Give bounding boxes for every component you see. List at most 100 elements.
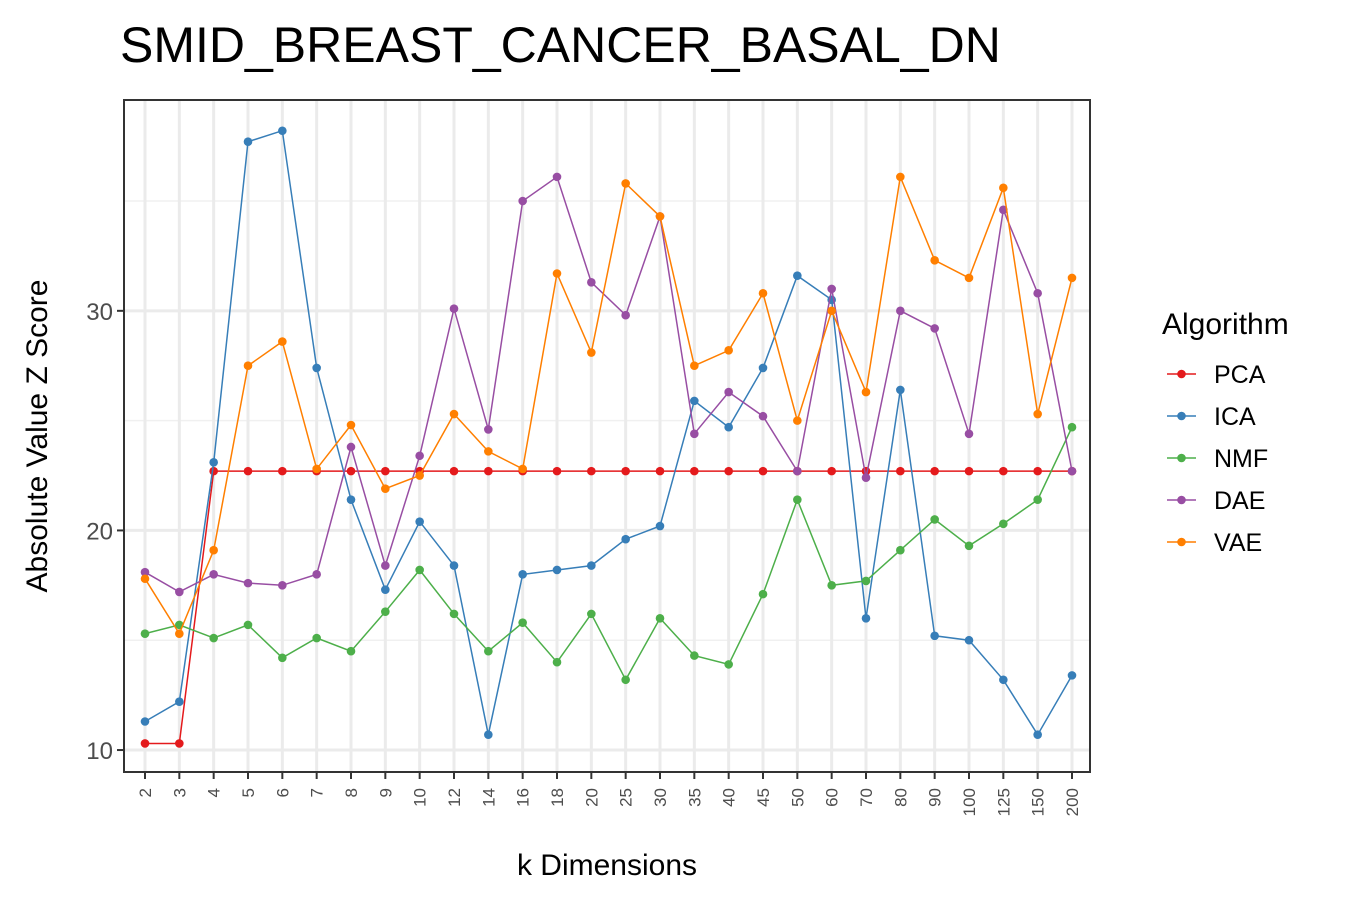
data-point-dae [449, 304, 459, 313]
data-point-ica [1033, 730, 1042, 739]
data-point-dae [175, 587, 184, 597]
data-point-dae [793, 466, 802, 476]
legend-label: VAE [1214, 529, 1262, 557]
data-point-ica [621, 534, 630, 544]
y-tick-label: 20 [86, 518, 113, 545]
series-dae [140, 172, 1077, 597]
data-point-dae [140, 567, 150, 577]
x-tick-label: 9 [376, 788, 395, 797]
x-tick-label: 90 [926, 788, 945, 807]
data-point-ica [140, 717, 150, 726]
data-point-nmf [484, 646, 493, 656]
data-point-pca [449, 466, 459, 476]
series-layer [140, 126, 1077, 748]
data-point-pca [209, 466, 218, 476]
y-tick-label: 10 [86, 738, 113, 765]
data-point-pca [243, 466, 253, 476]
data-point-pca [140, 739, 150, 748]
data-point-ica [175, 697, 184, 707]
data-point-pca [381, 466, 390, 476]
legend-item-nmf: NMF [1167, 445, 1268, 473]
data-point-ica [964, 635, 974, 645]
data-point-pca [964, 466, 974, 476]
data-point-vae [243, 361, 253, 371]
legend-label: ICA [1214, 403, 1256, 431]
data-point-ica [415, 517, 424, 526]
x-tick-label: 35 [685, 788, 704, 807]
data-point-ica [758, 363, 768, 373]
data-point-nmf [449, 609, 459, 619]
data-point-dae [1067, 466, 1077, 476]
data-point-ica [793, 271, 802, 280]
data-point-vae [587, 348, 596, 357]
x-tick-label: 125 [994, 788, 1013, 816]
data-point-vae [484, 447, 493, 456]
data-point-ica [655, 521, 665, 531]
data-point-nmf [381, 607, 390, 616]
x-tick-label: 10 [411, 788, 430, 807]
legend: Algorithm PCA ICA NMF DAE VAE [1162, 308, 1289, 557]
x-axis-title: k Dimensions [517, 849, 697, 882]
data-point-vae [793, 416, 802, 425]
data-point-nmf [1033, 495, 1042, 504]
data-point-nmf [793, 495, 802, 504]
data-point-ica [861, 613, 871, 623]
data-point-nmf [758, 589, 768, 599]
data-point-vae [140, 574, 150, 584]
legend-key-point [1177, 537, 1186, 547]
legend-key-point [1177, 411, 1186, 421]
data-point-pca [278, 466, 287, 476]
data-point-ica [312, 363, 321, 373]
legend-item-pca: PCA [1167, 361, 1266, 389]
data-point-nmf [140, 629, 150, 638]
data-point-ica [381, 585, 390, 595]
data-point-ica [243, 137, 253, 147]
data-point-dae [758, 411, 768, 421]
data-point-dae [552, 172, 562, 182]
data-point-dae [587, 277, 596, 287]
x-tick-label: 18 [548, 788, 567, 807]
data-point-dae [1033, 288, 1042, 298]
legend-item-vae: VAE [1167, 529, 1262, 557]
data-point-nmf [209, 633, 218, 643]
chart-title: SMID_BREAST_CANCER_BASAL_DN [120, 17, 1001, 73]
data-point-pca [346, 466, 356, 476]
x-tick-label: 70 [857, 788, 876, 807]
data-point-dae [518, 196, 527, 206]
data-point-ica [552, 565, 562, 575]
data-point-ica [209, 458, 218, 467]
x-tick-label: 6 [273, 788, 292, 797]
data-point-pca [896, 466, 905, 476]
data-point-dae [484, 425, 493, 434]
data-point-dae [690, 429, 699, 439]
data-point-pca [930, 466, 939, 476]
data-point-nmf [415, 565, 424, 575]
data-point-vae [415, 471, 424, 480]
data-point-dae [861, 473, 871, 483]
data-point-vae [690, 361, 699, 371]
x-tick-label: 4 [205, 788, 224, 797]
series-vae [140, 172, 1077, 638]
x-tick-label: 40 [720, 788, 739, 807]
data-point-ica [518, 570, 527, 579]
x-tick-label: 80 [891, 788, 910, 807]
data-point-ica [930, 631, 939, 641]
data-point-vae [655, 212, 665, 221]
data-point-dae [930, 324, 939, 333]
x-tick-label: 8 [342, 788, 361, 797]
x-tick-label: 100 [960, 788, 979, 816]
legend-item-ica: ICA [1167, 403, 1256, 431]
legend-title: Algorithm [1162, 308, 1289, 341]
data-point-dae [964, 429, 974, 439]
data-point-nmf [621, 675, 630, 685]
data-point-ica [587, 561, 596, 570]
legend-label: PCA [1214, 361, 1266, 389]
series-pca [140, 466, 1077, 748]
data-point-pca [1033, 466, 1042, 476]
data-point-pca [690, 466, 699, 476]
legend-key-point [1177, 495, 1186, 505]
series-line-ica [144, 129, 1073, 737]
data-point-pca [175, 739, 184, 748]
